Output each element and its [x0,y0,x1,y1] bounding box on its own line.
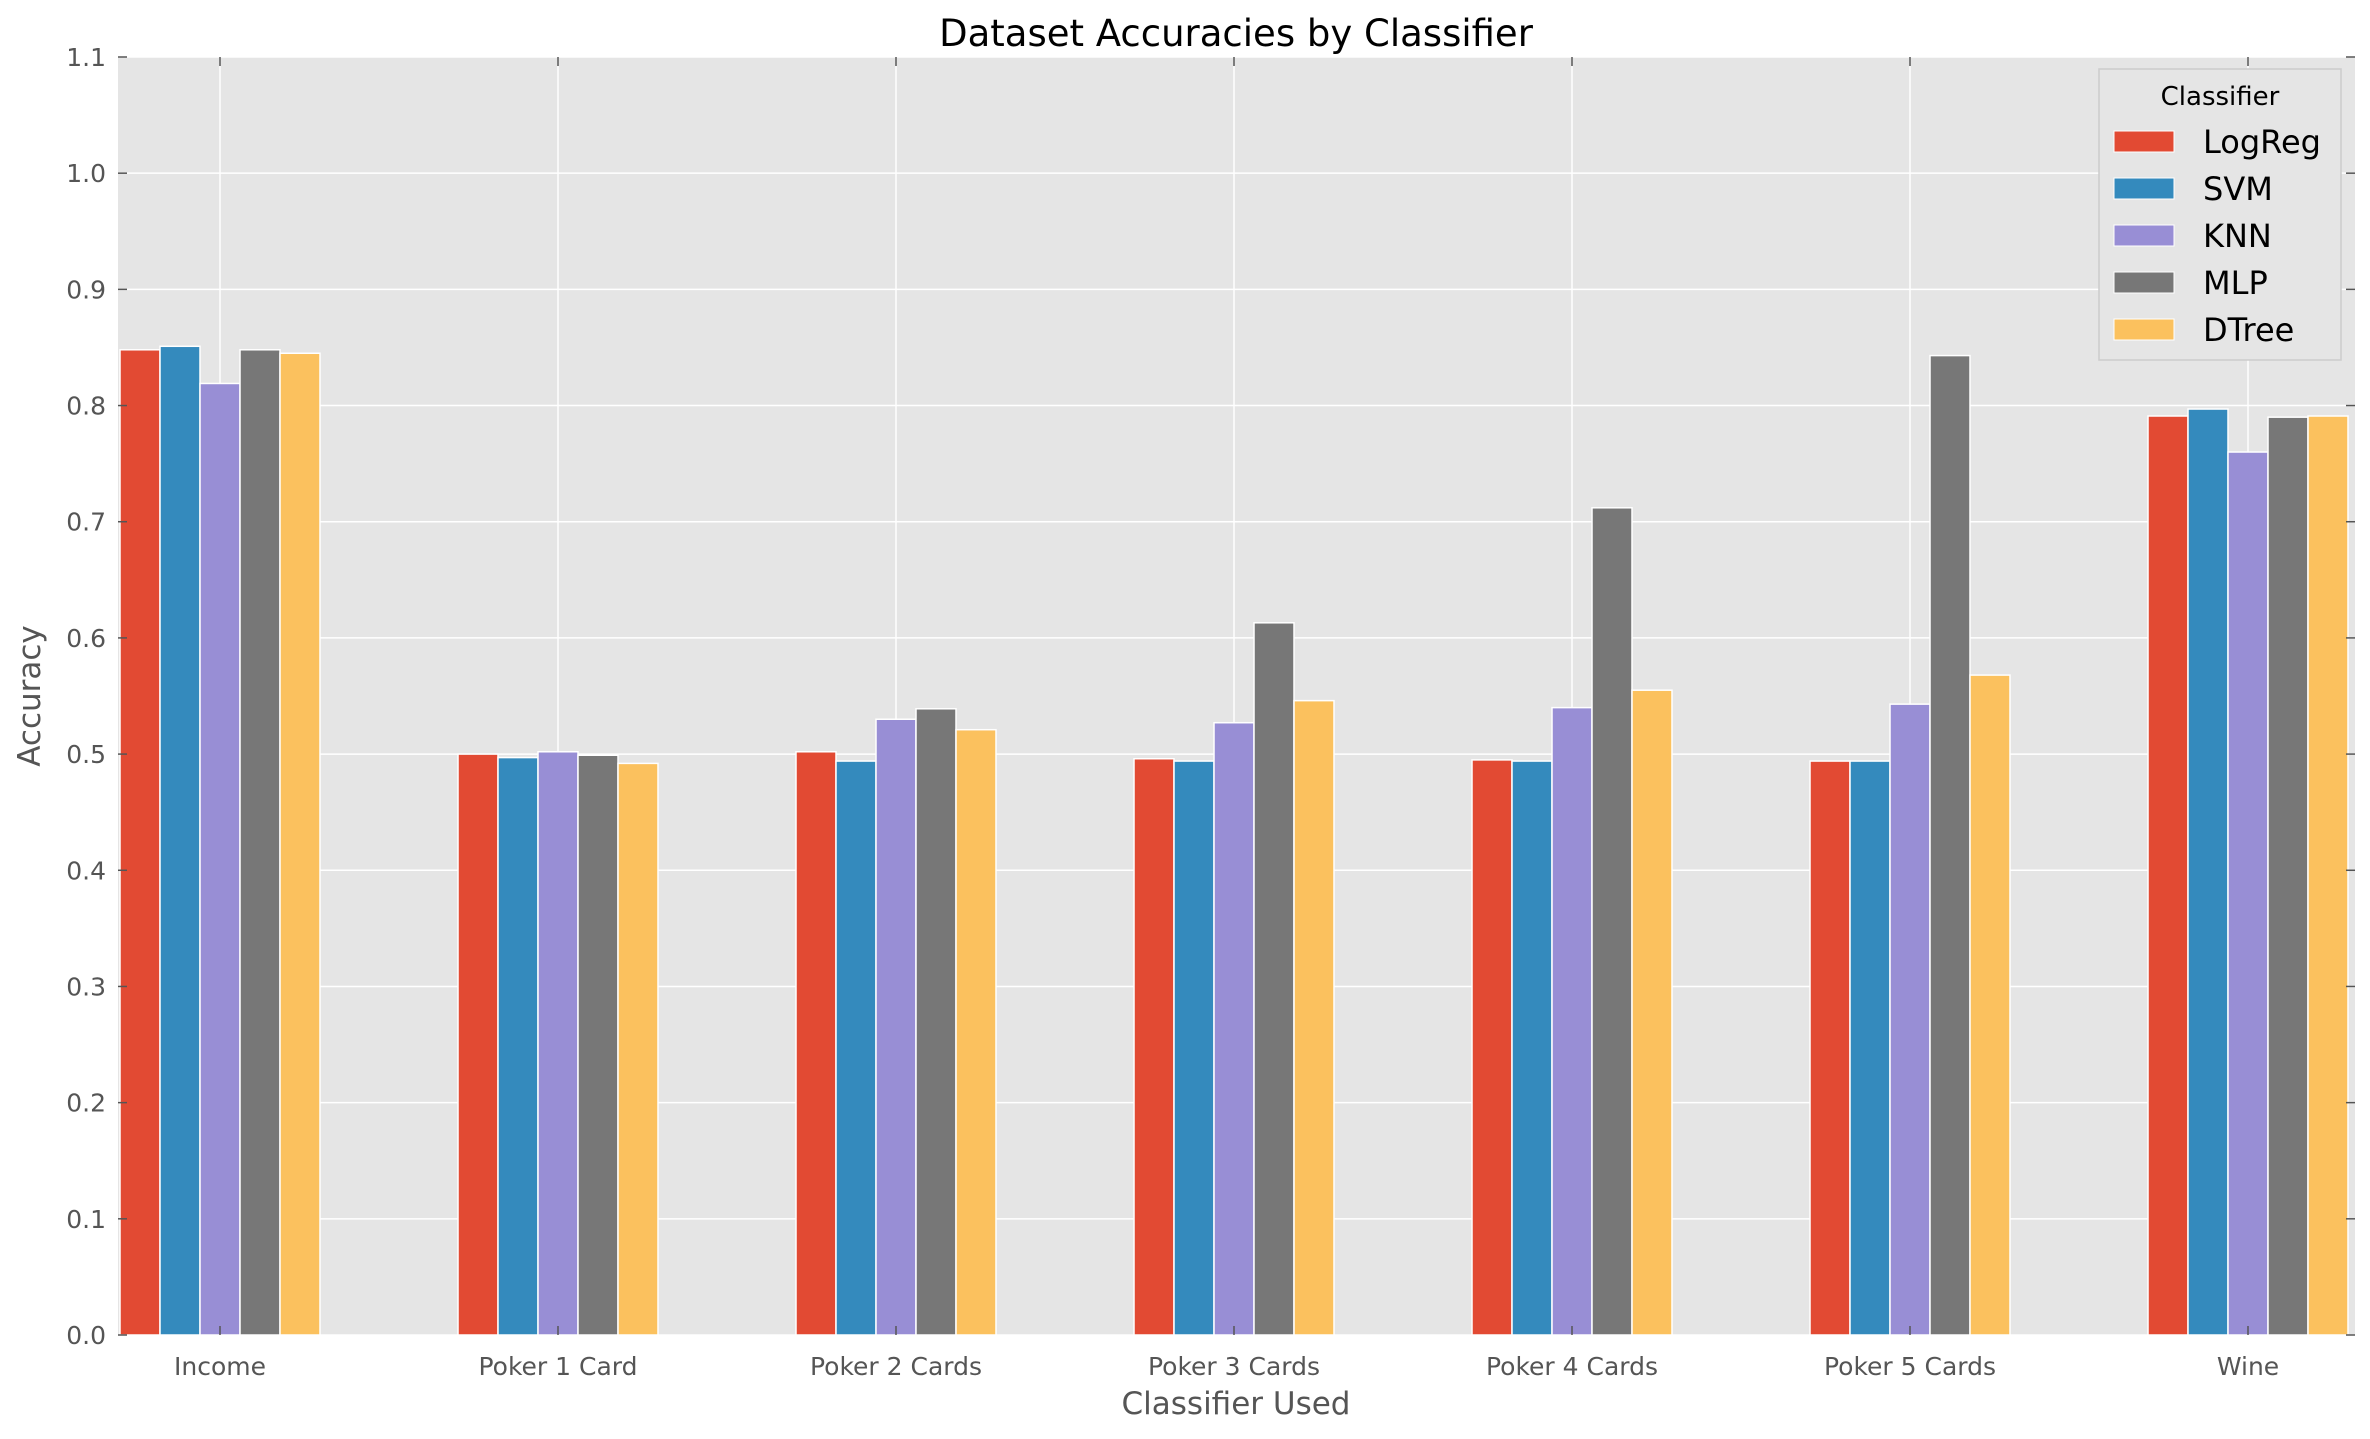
legend-label-mlp: MLP [2203,264,2268,302]
legend: Classifier LogReg SVM KNN MLP DTree [2098,68,2342,361]
axis-ticks [118,56,2355,1336]
bar-dtree-3 [1293,699,1335,1336]
bars [119,345,2349,1336]
bar-mlp-3 [1253,622,1295,1336]
bar-svm-6 [2187,408,2229,1336]
legend-swatch-mlp [2113,271,2175,294]
x-tick-label: Wine [2217,1352,2279,1381]
x-tick-label: Poker 3 Cards [1148,1352,1320,1381]
legend-label-logreg: LogReg [2203,123,2321,161]
y-tick-labels: 0.0 0.1 0.2 0.3 0.4 0.5 0.6 0.7 0.8 0.9 1.0 1.1 [66,43,106,1350]
bar-knn-3 [1213,721,1255,1336]
bar-logreg-4 [1471,759,1513,1336]
bar-knn-1 [537,751,579,1336]
bar-mlp-4 [1591,507,1633,1336]
bar-logreg-1 [457,753,499,1336]
legend-label-svm: SVM [2203,170,2273,208]
legend-items: LogReg SVM KNN MLP DTree [2113,123,2321,349]
bar-dtree-5 [1969,674,2011,1336]
y-tick-label: 0.5 [66,740,106,769]
bar-knn-4 [1551,706,1593,1336]
bar-dtree-2 [955,728,997,1336]
x-tick-label: Income [174,1352,266,1381]
bar-svm-0 [159,345,201,1336]
bar-svm-2 [835,760,877,1336]
y-tick-label: 0.0 [66,1321,106,1350]
bar-logreg-6 [2147,415,2189,1336]
legend-label-dtree: DTree [2203,311,2294,349]
bar-logreg-3 [1133,757,1175,1336]
x-axis-label: Classifier Used [1122,1386,1351,1422]
bar-knn-0 [199,382,241,1336]
bar-svm-5 [1849,760,1891,1336]
legend-swatch-knn [2113,224,2175,247]
bar-knn-6 [2227,451,2269,1336]
y-tick-label: 0.1 [66,1205,106,1234]
bar-mlp-5 [1929,354,1971,1336]
bar-knn-2 [875,718,917,1336]
y-tick-label: 0.2 [66,1089,106,1118]
x-tick-labels: Income Poker 1 Card Poker 2 Cards Poker 3 C… [174,1352,2279,1381]
y-tick-label: 1.1 [66,43,106,72]
legend-swatch-logreg [2113,130,2175,153]
legend-box [2098,68,2342,361]
x-tick-label: Poker 5 Cards [1824,1352,1996,1381]
legend-title: Classifier [2161,82,2280,112]
bar-dtree-4 [1631,689,1673,1336]
chart-title: Dataset Accuracies by Classifier [939,12,1534,55]
y-tick-label: 0.9 [66,275,106,304]
y-tick-label: 1.0 [66,159,106,188]
bar-logreg-0 [119,349,161,1336]
legend-label-knn: KNN [2203,217,2272,255]
legend-swatch-svm [2113,177,2175,200]
y-tick-label: 0.6 [66,624,106,653]
bar-mlp-6 [2267,416,2309,1336]
bar-knn-5 [1889,703,1931,1336]
x-tick-label: Poker 2 Cards [810,1352,982,1381]
legend-swatch-dtree [2113,318,2175,341]
bar-mlp-0 [239,349,281,1336]
y-tick-label: 0.3 [66,972,106,1001]
x-tick-label: Poker 4 Cards [1486,1352,1658,1381]
bar-svm-1 [497,756,539,1336]
y-tick-label: 0.8 [66,392,106,421]
x-tick-label: Poker 1 Card [478,1352,637,1381]
bar-mlp-2 [915,708,957,1336]
y-axis-label: Accuracy [12,625,48,767]
y-tick-label: 0.4 [66,856,106,885]
bar-dtree-6 [2307,415,2349,1336]
bar-logreg-5 [1809,760,1851,1336]
bar-svm-4 [1511,760,1553,1336]
bar-logreg-2 [795,751,837,1336]
y-tick-label: 0.7 [66,508,106,537]
bar-dtree-1 [617,762,659,1336]
bar-mlp-1 [577,754,619,1336]
bar-svm-3 [1173,760,1215,1336]
bar-dtree-0 [279,352,321,1336]
